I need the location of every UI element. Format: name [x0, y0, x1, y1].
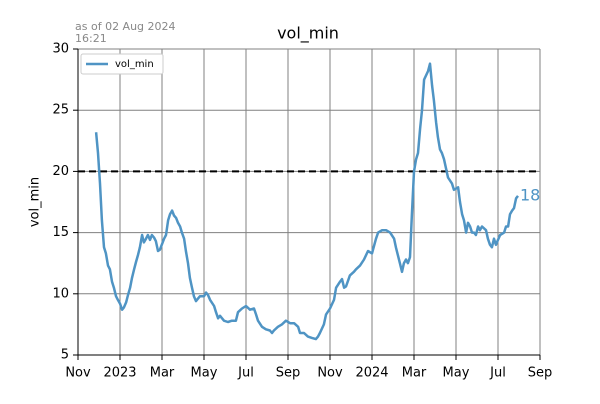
x-tick-label: 2023: [103, 366, 136, 381]
y-tick-label: 15: [52, 225, 69, 240]
annotation: 16:21: [75, 32, 107, 45]
annotation: as of 02 Aug 2024: [75, 20, 176, 33]
y-tick-label: 30: [52, 42, 69, 57]
y-tick-label: 5: [61, 348, 69, 363]
x-tick-label: Nov: [65, 366, 91, 381]
x-tick-label: 2024: [355, 366, 388, 381]
x-tick-label: May: [191, 366, 218, 381]
x-tick-label: Mar: [402, 366, 427, 381]
y-tick-label: 20: [52, 164, 69, 179]
x-tick-label: Sep: [528, 366, 553, 381]
line: [94, 62, 519, 341]
y-tick-label: 25: [52, 103, 69, 118]
x-tick-label: Jul: [237, 366, 254, 381]
x-tick-label: Jul: [489, 366, 506, 381]
legend-box: [80, 53, 164, 75]
x-tick-label: Nov: [317, 366, 343, 381]
x-tick-label: Mar: [150, 366, 175, 381]
y-tick-label: 10: [52, 286, 69, 301]
chart-title: vol_min: [277, 24, 339, 44]
legend-label: vol_min: [115, 59, 154, 70]
x-tick-label: Sep: [276, 366, 301, 381]
x-tick-label: May: [443, 366, 470, 381]
end-label: 18: [520, 185, 540, 204]
y-axis-label: vol_min: [28, 177, 43, 227]
